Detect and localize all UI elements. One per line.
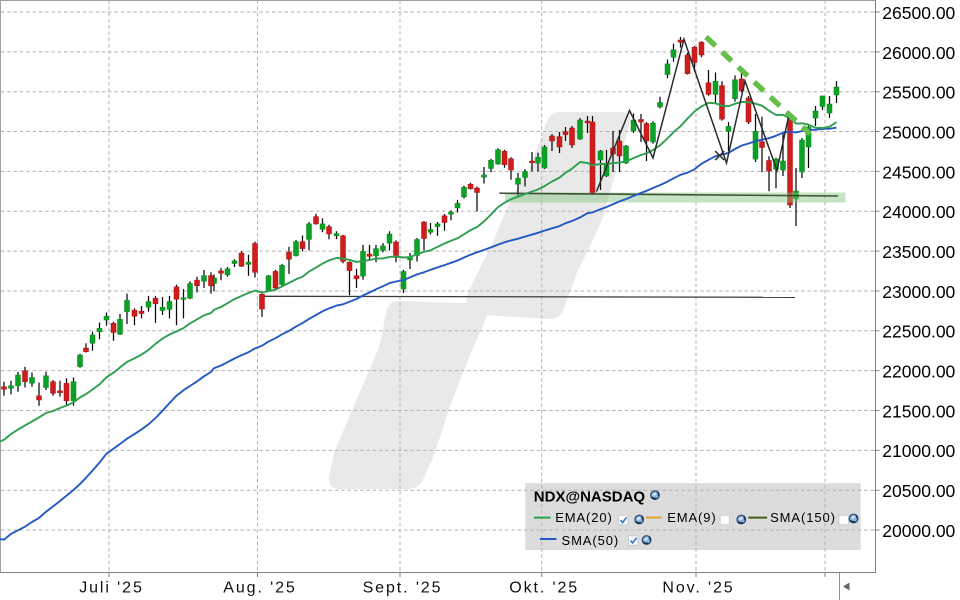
svg-text:20000.00: 20000.00 xyxy=(882,521,955,541)
svg-text:26500.00: 26500.00 xyxy=(882,3,955,23)
svg-text:23500.00: 23500.00 xyxy=(882,242,955,262)
svg-text:21500.00: 21500.00 xyxy=(882,401,955,421)
svg-text:SMA(150): SMA(150) xyxy=(770,510,836,525)
svg-text:Sept. '25: Sept. '25 xyxy=(363,579,443,596)
svg-text:SMA(50): SMA(50) xyxy=(562,533,620,548)
svg-text:25500.00: 25500.00 xyxy=(882,83,955,103)
svg-text:25000.00: 25000.00 xyxy=(882,123,955,143)
svg-text:Juli '25: Juli '25 xyxy=(79,579,144,596)
svg-text:Aug. '25: Aug. '25 xyxy=(223,579,296,596)
svg-text:20500.00: 20500.00 xyxy=(882,481,955,501)
svg-text:EMA(9): EMA(9) xyxy=(667,510,716,525)
svg-text:Okt. '25: Okt. '25 xyxy=(509,579,579,596)
svg-text:Nov. '25: Nov. '25 xyxy=(662,579,734,596)
svg-text:21000.00: 21000.00 xyxy=(882,441,955,461)
svg-text:22500.00: 22500.00 xyxy=(882,322,955,342)
svg-text:22000.00: 22000.00 xyxy=(882,362,955,382)
svg-text:24500.00: 24500.00 xyxy=(882,162,955,182)
svg-text:23000.00: 23000.00 xyxy=(882,282,955,302)
svg-text:26000.00: 26000.00 xyxy=(882,43,955,63)
svg-text:24000.00: 24000.00 xyxy=(882,202,955,222)
svg-text:NDX@NASDAQ: NDX@NASDAQ xyxy=(534,489,646,506)
svg-text:EMA(20): EMA(20) xyxy=(555,510,613,525)
